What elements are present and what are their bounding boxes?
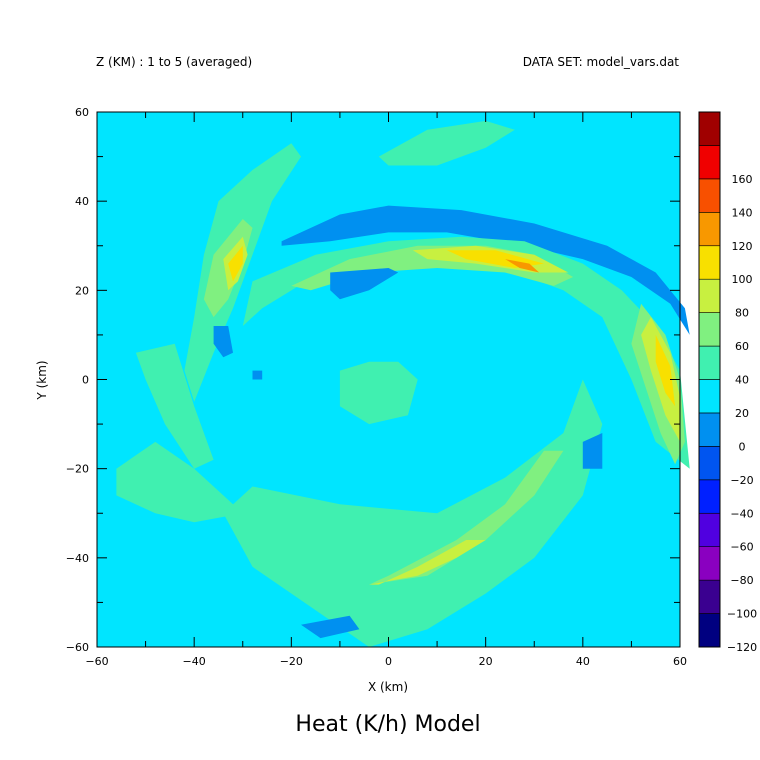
colorbar-label: 0 — [739, 440, 746, 453]
colorbar-swatch — [698, 546, 721, 581]
colorbar-label: −80 — [730, 574, 753, 587]
contour-east-band-40 — [641, 317, 680, 442]
colorbar-swatch — [698, 245, 721, 280]
contour-north-arc-positive — [242, 236, 690, 469]
colorbar-label: 60 — [735, 340, 749, 353]
colorbar-label: −40 — [730, 507, 753, 520]
y-tick-label: −40 — [66, 552, 89, 565]
y-tick-label: 40 — [75, 195, 89, 208]
contour-south-negative — [301, 615, 360, 639]
contour-west-inner-negative — [213, 326, 233, 358]
contour-north-arc-band-80 — [505, 259, 540, 273]
colorbar-swatch — [698, 145, 721, 180]
x-tick-label: 0 — [385, 655, 392, 668]
x-tick-label: 60 — [673, 655, 687, 668]
y-tick-label: 0 — [82, 374, 89, 387]
contour-south-arc-band-20 — [369, 450, 564, 585]
y-tick-label: −20 — [66, 463, 89, 476]
colorbar-label: 80 — [735, 307, 749, 320]
colorbar-label: 100 — [732, 273, 753, 286]
colorbar: −120 −100 −80 −60 −40 −20 0 20 40 60 80 100 120 140 16… — [698, 111, 757, 654]
x-tick-label: −20 — [280, 655, 303, 668]
header-right: DATA SET: model_vars.dat — [523, 55, 680, 69]
colorbar-swatch — [698, 111, 721, 146]
colorbar-swatch — [698, 312, 721, 347]
contour-inner-north-negative — [330, 268, 399, 300]
colorbar-swatch — [698, 379, 721, 414]
contour-west-arm-positive — [184, 143, 301, 402]
contour-north-arc-negative — [281, 205, 690, 335]
colorbar-swatch — [698, 579, 721, 614]
colorbar-swatch — [698, 412, 721, 447]
x-tick-label: −60 — [85, 655, 108, 668]
contour-south-arc-positive — [223, 379, 603, 647]
x-tick-label: 40 — [576, 655, 590, 668]
axes: −60 −40 −20 0 20 40 60 −60 −40 −20 0 20 40 60 — [66, 106, 687, 668]
colorbar-swatch — [698, 178, 721, 213]
contour-center-positive — [339, 361, 418, 425]
chart-title: Heat (K/h) Model — [295, 712, 480, 737]
x-axis-title: X (km) — [368, 680, 408, 694]
colorbar-swatch — [698, 512, 721, 547]
colorbar-swatch — [698, 212, 721, 247]
colorbar-label: 160 — [732, 173, 753, 186]
y-axis-title: Y (km) — [35, 360, 49, 400]
colorbar-label: 120 — [732, 240, 753, 253]
colorbar-label: −120 — [727, 641, 757, 654]
y-tick-label: −60 — [66, 641, 89, 654]
colorbar-frame — [698, 111, 721, 648]
header-left: Z (KM) : 1 to 5 (averaged) — [96, 55, 252, 69]
colorbar-swatch — [698, 278, 721, 313]
colorbar-swatch — [698, 345, 721, 380]
contour-north-positive — [378, 120, 515, 166]
x-tick-label: 20 — [479, 655, 493, 668]
y-tick-label: 20 — [75, 284, 89, 297]
plot-area — [97, 112, 690, 647]
colorbar-label: 40 — [735, 374, 749, 387]
colorbar-label: 140 — [732, 206, 753, 219]
colorbar-label: −60 — [730, 541, 753, 554]
colorbar-swatch — [698, 479, 721, 514]
contour-south-arc-band-40 — [369, 540, 486, 585]
colorbar-label: 20 — [735, 407, 749, 420]
x-tick-label: −40 — [183, 655, 206, 668]
contour-east-band-60 — [655, 334, 676, 407]
colorbar-label: −20 — [730, 474, 753, 487]
contour-west-small-negative — [252, 370, 263, 380]
contour-southwest-positive — [116, 441, 243, 523]
contour-west-arm-60 — [228, 245, 243, 282]
contour-west-ridge-positive — [135, 343, 214, 469]
y-tick-label: 60 — [75, 106, 89, 119]
colorbar-swatch — [698, 446, 721, 481]
colorbar-swatch — [698, 613, 721, 648]
colorbar-label: −100 — [727, 608, 757, 621]
contour-east-small-negative — [582, 433, 603, 469]
